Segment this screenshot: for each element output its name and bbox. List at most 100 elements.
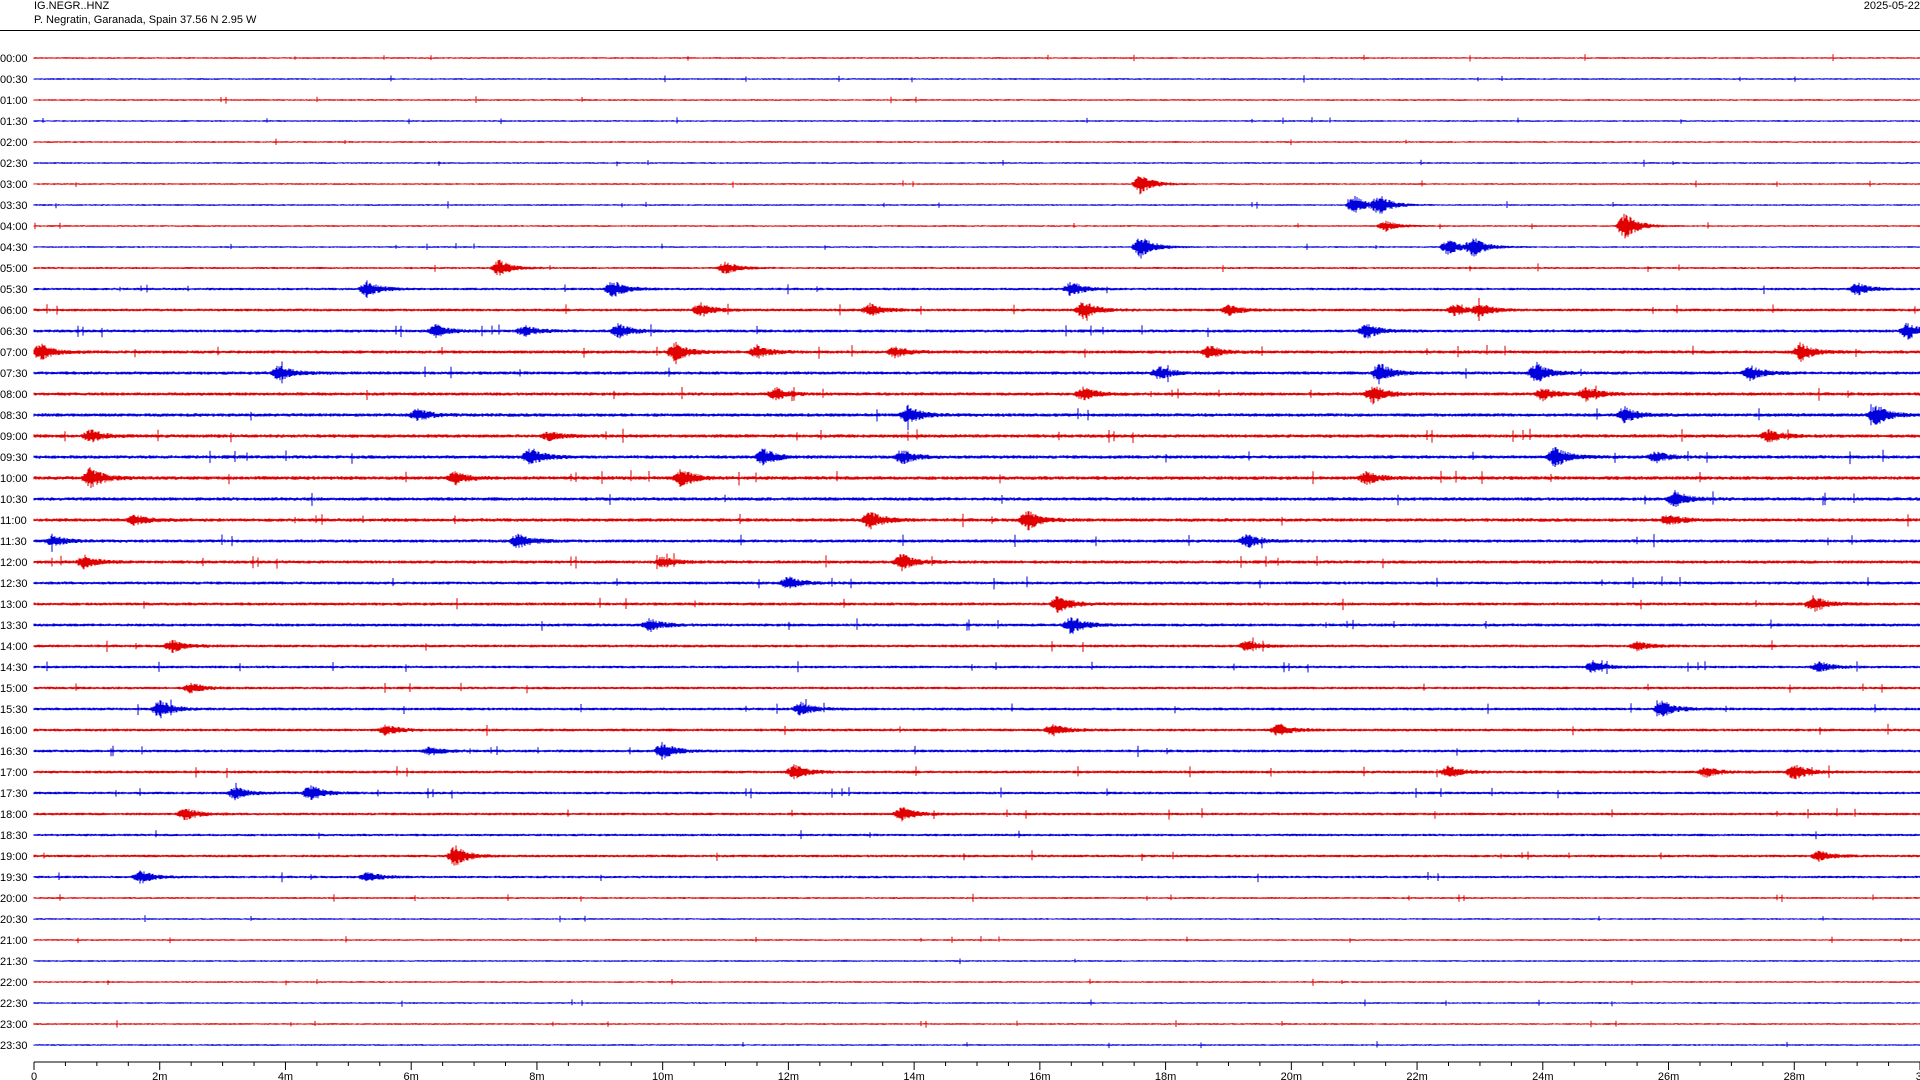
trace-row-2200	[33, 978, 1920, 986]
row-label-0730: 07:30	[0, 368, 28, 380]
row-label-0930: 09:30	[0, 452, 28, 464]
row-label-1000: 10:00	[0, 473, 28, 485]
chart-header: IG.NEGR..HNZ P. Negratin, Garanada, Spai…	[0, 0, 1920, 32]
row-label-2330: 23:30	[0, 1040, 28, 1052]
x-tick-label: 12m	[778, 1071, 799, 1080]
row-label-2130: 21:30	[0, 956, 28, 968]
x-tick-label: 20m	[1281, 1071, 1302, 1080]
station-location-label: P. Negratin, Garanada, Spain 37.56 N 2.9…	[34, 14, 257, 26]
row-label-0900: 09:00	[0, 431, 28, 443]
trace-row-1830	[33, 830, 1920, 840]
trace-row-1500	[33, 682, 1920, 694]
trace-row-0000	[33, 54, 1920, 62]
row-label-0630: 06:30	[0, 326, 28, 338]
trace-row-2230	[33, 999, 1920, 1007]
row-label-group: 00:00 00:30 01:00 01:30 02:00 02:30 03:00 03:30…	[0, 53, 28, 1052]
trace-row-1430	[33, 660, 1920, 674]
x-tick-label: 24m	[1532, 1071, 1553, 1080]
row-label-1030: 10:30	[0, 494, 28, 506]
trace-row-0700	[33, 341, 1920, 365]
trace-group	[33, 54, 1920, 1049]
row-label-2100: 21:00	[0, 935, 28, 947]
trace-row-1030	[33, 490, 1920, 507]
row-label-0300: 03:00	[0, 179, 28, 191]
row-label-0330: 03:30	[0, 200, 28, 212]
row-label-1630: 16:30	[0, 746, 28, 758]
row-label-0830: 08:30	[0, 410, 28, 422]
trace-row-0330	[33, 195, 1920, 214]
trace-row-0900	[33, 428, 1920, 443]
row-label-1330: 13:30	[0, 620, 28, 632]
trace-row-0600	[33, 298, 1920, 321]
row-label-0500: 05:00	[0, 263, 28, 275]
row-label-0100: 01:00	[0, 95, 28, 107]
row-label-1300: 13:00	[0, 599, 28, 611]
trace-row-1230	[33, 576, 1920, 590]
date-label: 2025-05-22	[1863, 0, 1920, 12]
x-tick-label: 10m	[652, 1071, 673, 1080]
row-label-0400: 04:00	[0, 221, 28, 233]
row-label-0600: 06:00	[0, 305, 28, 317]
row-label-0200: 02:00	[0, 137, 28, 149]
row-label-0800: 08:00	[0, 389, 28, 401]
trace-row-0130	[33, 117, 1920, 125]
row-label-2030: 20:30	[0, 914, 28, 926]
trace-row-1530	[33, 699, 1920, 719]
trace-row-1900	[33, 845, 1920, 866]
trace-row-0300	[33, 176, 1920, 195]
trace-row-1330	[33, 617, 1920, 634]
trace-row-0730	[33, 361, 1920, 385]
row-label-1800: 18:00	[0, 809, 28, 821]
trace-row-2300	[33, 1020, 1920, 1028]
row-label-1230: 12:30	[0, 578, 28, 590]
row-label-1930: 19:30	[0, 872, 28, 884]
row-label-0130: 01:30	[0, 116, 28, 128]
row-label-1400: 14:00	[0, 641, 28, 653]
trace-row-0230	[33, 159, 1920, 167]
x-axis: 0 2m 4m 6m 8m 10m 12m 14m 16m 18m 20m 22m 24m 26m 28m 3…	[31, 1061, 1920, 1080]
row-label-1600: 16:00	[0, 725, 28, 737]
trace-row-1700	[33, 764, 1920, 780]
trace-row-0930	[33, 447, 1920, 467]
trace-row-1100	[33, 511, 1920, 531]
trace-row-2030	[33, 915, 1920, 923]
x-tick-label: 6m	[404, 1071, 419, 1080]
trace-row-1600	[33, 723, 1920, 737]
x-tick-label: 4m	[278, 1071, 293, 1080]
trace-row-1200	[33, 553, 1920, 572]
x-tick-label: 22m	[1406, 1071, 1427, 1080]
x-tick-label: 26m	[1658, 1071, 1679, 1080]
x-tick-label: 0	[31, 1071, 37, 1080]
row-label-0230: 02:30	[0, 158, 28, 170]
trace-row-0200	[33, 138, 1920, 146]
row-label-2200: 22:00	[0, 977, 28, 989]
trace-row-1300	[33, 595, 1920, 613]
trace-row-0830	[33, 404, 1920, 431]
x-tick-label: 16m	[1029, 1071, 1050, 1080]
trace-row-2330	[33, 1041, 1920, 1049]
trace-row-0530	[33, 280, 1920, 298]
trace-row-1800	[33, 807, 1920, 822]
x-tick-label: 14m	[903, 1071, 924, 1080]
trace-row-2000	[33, 893, 1920, 902]
trace-row-1730	[33, 782, 1920, 801]
header-divider	[0, 30, 1920, 31]
row-label-1900: 19:00	[0, 851, 28, 863]
trace-row-0500	[33, 259, 1920, 276]
trace-row-1000	[33, 467, 1920, 489]
trace-row-0630	[33, 323, 1920, 340]
row-label-1430: 14:30	[0, 662, 28, 674]
trace-row-1630	[33, 742, 1920, 760]
row-label-1100: 11:00	[0, 515, 27, 527]
row-label-1500: 15:00	[0, 683, 28, 695]
trace-row-0400	[33, 213, 1920, 239]
row-label-0030: 00:30	[0, 74, 28, 86]
row-label-1700: 17:00	[0, 767, 28, 779]
trace-row-2100	[33, 936, 1920, 944]
x-tick-label: 8m	[529, 1071, 544, 1080]
row-label-0000: 00:00	[0, 53, 28, 65]
row-label-2000: 20:00	[0, 893, 28, 905]
row-label-1730: 17:30	[0, 788, 28, 800]
x-tick-label: 28m	[1784, 1071, 1805, 1080]
trace-row-1400	[33, 637, 1920, 653]
